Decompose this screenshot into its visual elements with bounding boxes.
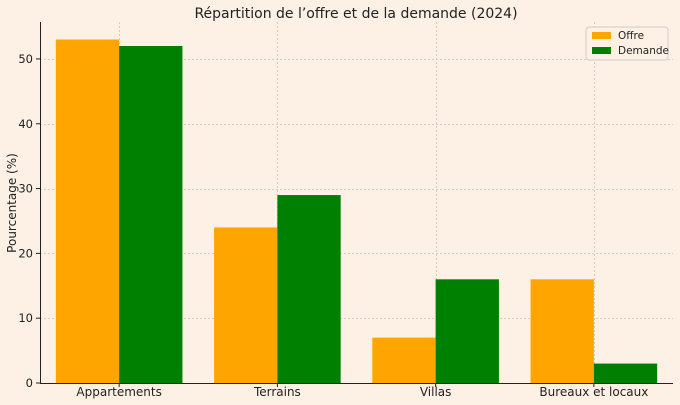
chart-title: Répartition de l’offre et de la demande …	[194, 6, 517, 22]
x-tick-label: Terrains	[253, 385, 301, 399]
bar-offre	[372, 337, 436, 383]
y-tick-label: 20	[18, 246, 33, 260]
legend-swatch-offre	[592, 32, 611, 39]
y-ticks: 0 10 20 30 40 50	[18, 52, 40, 390]
y-axis-label: Pourcentage (%)	[5, 153, 19, 253]
axes	[40, 22, 673, 384]
y-tick-label: 10	[18, 311, 33, 325]
legend-label-offre: Offre	[618, 30, 644, 42]
y-tick-label: 30	[18, 182, 33, 196]
y-tick-label: 50	[18, 52, 33, 66]
y-tick-label: 40	[18, 117, 33, 131]
legend: Offre Demande	[585, 26, 669, 61]
x-ticks: Appartements Terrains Villas Bureaux et loc…	[76, 383, 648, 399]
bar-demande	[277, 195, 341, 383]
bar-demande	[435, 279, 499, 383]
legend-swatch-demande	[592, 47, 611, 54]
bar-offre	[530, 279, 594, 383]
legend-label-demande: Demande	[618, 45, 669, 57]
bar-demande	[119, 45, 183, 383]
y-tick-label: 0	[26, 376, 33, 390]
bars	[55, 39, 658, 383]
bar-demande	[593, 363, 658, 383]
bar-offre	[214, 227, 278, 383]
x-tick-label: Appartements	[76, 385, 161, 399]
bar-offre	[55, 39, 120, 383]
x-tick-label: Villas	[420, 385, 452, 399]
x-tick-label: Bureaux et locaux	[539, 385, 648, 399]
